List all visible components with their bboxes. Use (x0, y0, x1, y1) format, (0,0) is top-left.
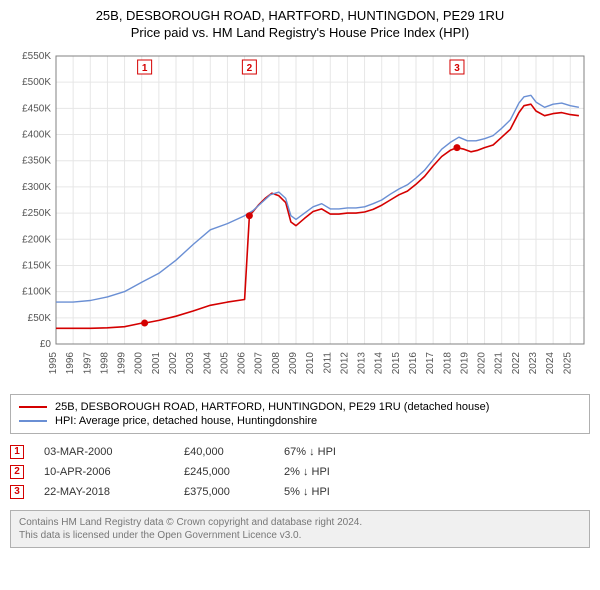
svg-text:2016: 2016 (408, 351, 419, 374)
sale-row: 1 03-MAR-2000 £40,000 67% ↓ HPI (10, 442, 590, 462)
svg-text:2018: 2018 (442, 351, 453, 374)
sale-marker: 2 (10, 465, 24, 479)
chart-container: 25B, DESBOROUGH ROAD, HARTFORD, HUNTINGD… (0, 0, 600, 558)
svg-text:2025: 2025 (562, 351, 573, 374)
sale-marker: 3 (10, 485, 24, 499)
sale-diff: 2% ↓ HPI (284, 466, 374, 478)
svg-text:2019: 2019 (459, 351, 470, 374)
svg-text:2017: 2017 (425, 351, 436, 374)
sale-price: £40,000 (184, 446, 264, 458)
svg-text:£400K: £400K (22, 129, 51, 140)
chart-title: 25B, DESBOROUGH ROAD, HARTFORD, HUNTINGD… (10, 8, 590, 42)
svg-text:2020: 2020 (477, 351, 488, 374)
attribution-line-2: This data is licensed under the Open Gov… (19, 530, 301, 541)
svg-text:2022: 2022 (511, 351, 522, 374)
legend-label: HPI: Average price, detached house, Hunt… (55, 415, 317, 427)
svg-text:£50K: £50K (28, 313, 52, 324)
sale-price: £375,000 (184, 486, 264, 498)
sale-row: 2 10-APR-2006 £245,000 2% ↓ HPI (10, 462, 590, 482)
svg-text:2002: 2002 (168, 351, 179, 374)
svg-text:2024: 2024 (545, 351, 556, 374)
line-chart: £0 £50K £100K £150K £200K £250K £300K £350K £400… (10, 48, 590, 388)
legend-row: 25B, DESBOROUGH ROAD, HARTFORD, HUNTINGD… (19, 400, 581, 414)
svg-text:2013: 2013 (357, 351, 368, 374)
svg-text:£350K: £350K (22, 156, 51, 167)
sale-marker: 1 (10, 445, 24, 459)
svg-text:1998: 1998 (99, 351, 110, 374)
sale-row: 3 22-MAY-2018 £375,000 5% ↓ HPI (10, 482, 590, 502)
svg-text:2008: 2008 (271, 351, 282, 374)
svg-text:£100K: £100K (22, 286, 51, 297)
sale-price: £245,000 (184, 466, 264, 478)
legend-swatch (19, 420, 47, 422)
svg-text:£200K: £200K (22, 234, 51, 245)
svg-text:£550K: £550K (22, 51, 51, 62)
svg-text:2006: 2006 (237, 351, 248, 374)
svg-text:£250K: £250K (22, 208, 51, 219)
svg-text:3: 3 (454, 63, 460, 74)
svg-text:2007: 2007 (254, 351, 265, 374)
svg-text:1997: 1997 (82, 351, 93, 374)
title-line-2: Price paid vs. HM Land Registry's House … (131, 25, 469, 40)
legend: 25B, DESBOROUGH ROAD, HARTFORD, HUNTINGD… (10, 394, 590, 434)
svg-text:2009: 2009 (288, 351, 299, 374)
svg-text:2011: 2011 (322, 351, 333, 373)
sale-date: 10-APR-2006 (44, 466, 164, 478)
svg-text:2005: 2005 (219, 351, 230, 374)
svg-text:£300K: £300K (22, 182, 51, 193)
svg-text:1: 1 (142, 63, 148, 74)
svg-text:2003: 2003 (185, 351, 196, 374)
sale-date: 03-MAR-2000 (44, 446, 164, 458)
svg-text:2000: 2000 (134, 351, 145, 374)
svg-text:1999: 1999 (117, 351, 128, 374)
svg-text:2: 2 (247, 63, 253, 74)
legend-row: HPI: Average price, detached house, Hunt… (19, 414, 581, 428)
svg-text:2015: 2015 (391, 351, 402, 374)
svg-text:2014: 2014 (374, 351, 385, 374)
attribution: Contains HM Land Registry data © Crown c… (10, 510, 590, 548)
attribution-line-1: Contains HM Land Registry data © Crown c… (19, 517, 362, 528)
svg-text:2001: 2001 (151, 351, 162, 374)
svg-text:1995: 1995 (48, 351, 59, 374)
svg-text:2004: 2004 (202, 351, 213, 374)
sale-diff: 5% ↓ HPI (284, 486, 374, 498)
svg-text:1996: 1996 (65, 351, 76, 374)
legend-label: 25B, DESBOROUGH ROAD, HARTFORD, HUNTINGD… (55, 401, 489, 413)
title-line-1: 25B, DESBOROUGH ROAD, HARTFORD, HUNTINGD… (96, 8, 505, 23)
svg-text:£450K: £450K (22, 103, 51, 114)
svg-text:£150K: £150K (22, 260, 51, 271)
svg-text:2010: 2010 (305, 351, 316, 374)
svg-text:2021: 2021 (494, 351, 505, 374)
svg-text:£0: £0 (40, 339, 52, 350)
legend-swatch (19, 406, 47, 408)
sale-date: 22-MAY-2018 (44, 486, 164, 498)
sales-list: 1 03-MAR-2000 £40,000 67% ↓ HPI 2 10-APR-2006… (10, 442, 590, 502)
svg-text:2023: 2023 (528, 351, 539, 374)
sale-diff: 67% ↓ HPI (284, 446, 374, 458)
svg-text:£500K: £500K (22, 77, 51, 88)
svg-text:2012: 2012 (339, 351, 350, 374)
